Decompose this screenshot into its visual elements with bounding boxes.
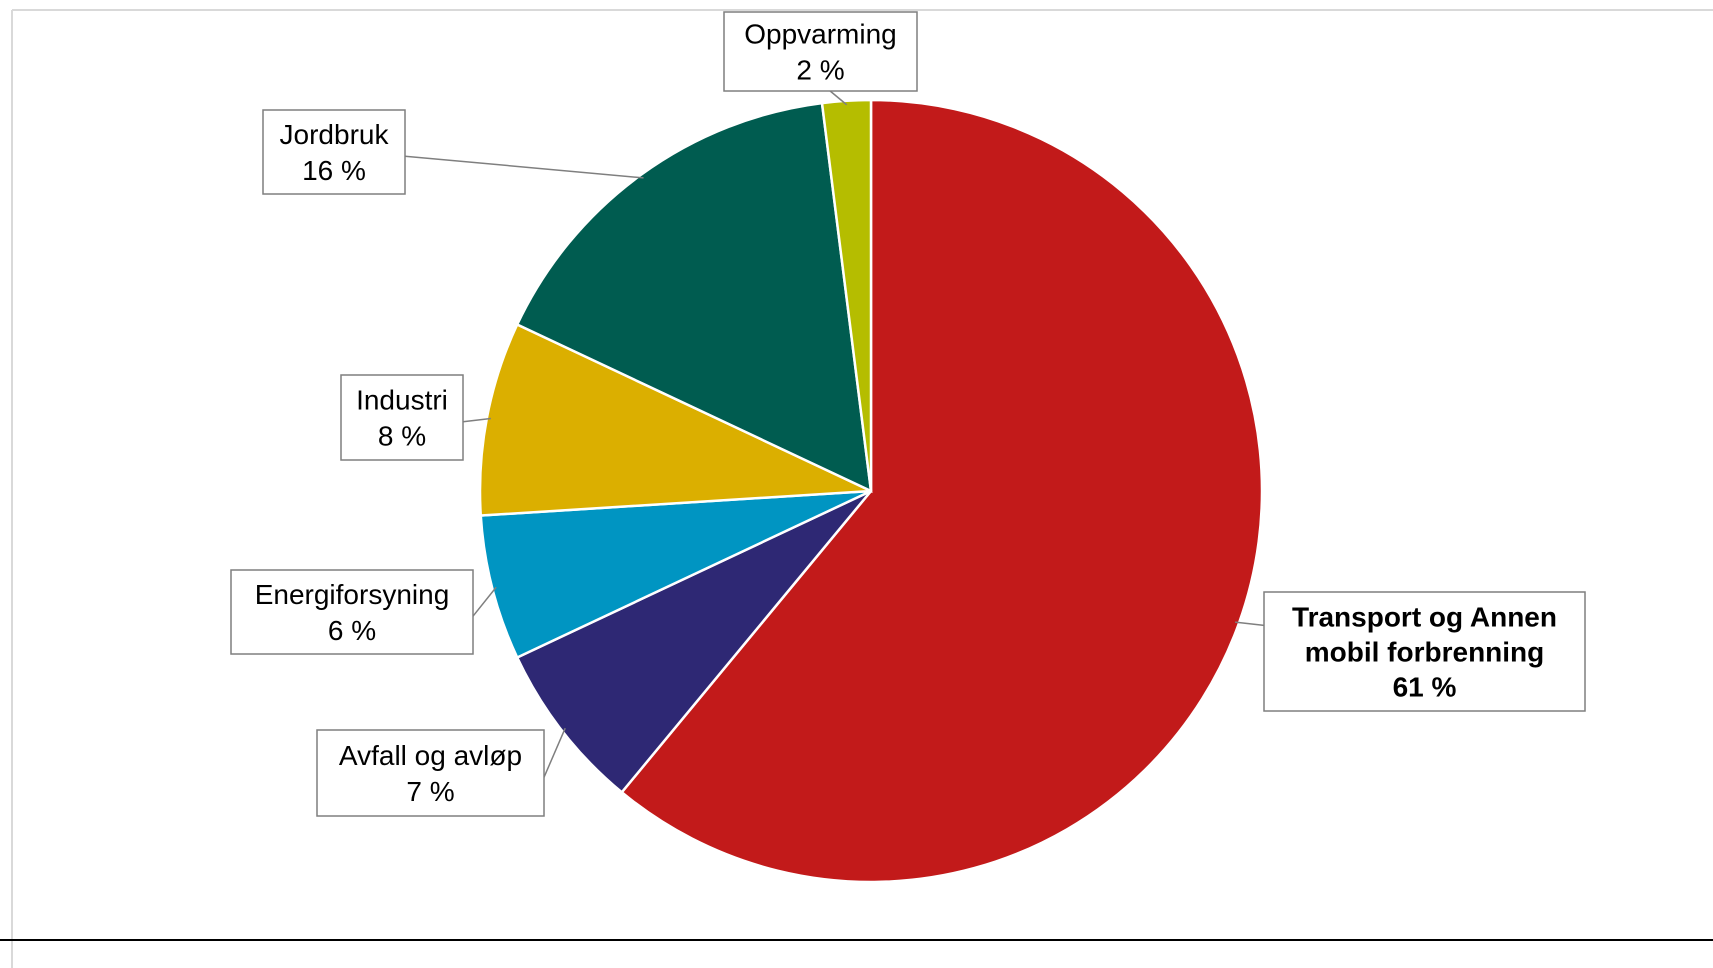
pie-slice-jordbruk [515, 101, 873, 494]
callout-leader-line [543, 727, 566, 778]
data-label-name: Industri [356, 385, 448, 416]
pie-slice-avfall-og-avlop [515, 489, 872, 795]
callout-box [723, 11, 918, 92]
data-label-name: mobil forbrenning [1305, 636, 1545, 667]
data-label-value: 2 % [796, 55, 844, 86]
callout-industri: Industri 8 % [340, 374, 491, 461]
pie-slice-transport-og-annen-mobil-forbrenning [620, 98, 1264, 884]
data-label-value: 8 % [378, 421, 426, 452]
callout-avfall-og-avlop: Avfall og avløp 7 % [316, 727, 566, 817]
callouts: Transport og Annen mobil forbrenning 61 % A… [230, 11, 1586, 817]
data-label-value: 16 % [302, 155, 366, 186]
callout-leader-line [472, 586, 497, 617]
data-label-name: Jordbruk [280, 119, 390, 150]
callout-oppvarming: Oppvarming 2 % [723, 11, 918, 106]
callout-transport-og-annen-mobil-forbrenning: Transport og Annen mobil forbrenning 61 % [1235, 591, 1586, 712]
callout-leader-line [404, 155, 644, 179]
callout-leader-line [829, 90, 848, 106]
pie-slice-energiforsyning [479, 489, 872, 660]
data-label-name: Energiforsyning [255, 579, 450, 610]
callout-box [1263, 591, 1586, 712]
callout-jordbruk: Jordbruk 16 % [262, 109, 644, 195]
data-label-value: 6 % [328, 615, 376, 646]
data-label-value: 7 % [406, 776, 454, 807]
callout-leader-line [1235, 621, 1265, 627]
data-label-value: 61 % [1393, 671, 1457, 702]
callout-box [316, 729, 545, 817]
data-label-name: Transport og Annen [1292, 601, 1557, 632]
pie-slice-oppvarming [820, 98, 873, 492]
callout-energiforsyning: Energiforsyning 6 % [230, 569, 497, 655]
callout-box [262, 109, 406, 195]
callout-box [340, 374, 464, 461]
callout-leader-line [462, 417, 491, 423]
pie-chart [478, 98, 1264, 884]
data-label-name: Avfall og avløp [339, 740, 522, 771]
callout-box [230, 569, 474, 655]
data-label-name: Oppvarming [744, 19, 897, 50]
pie-slice-industri [478, 322, 872, 517]
